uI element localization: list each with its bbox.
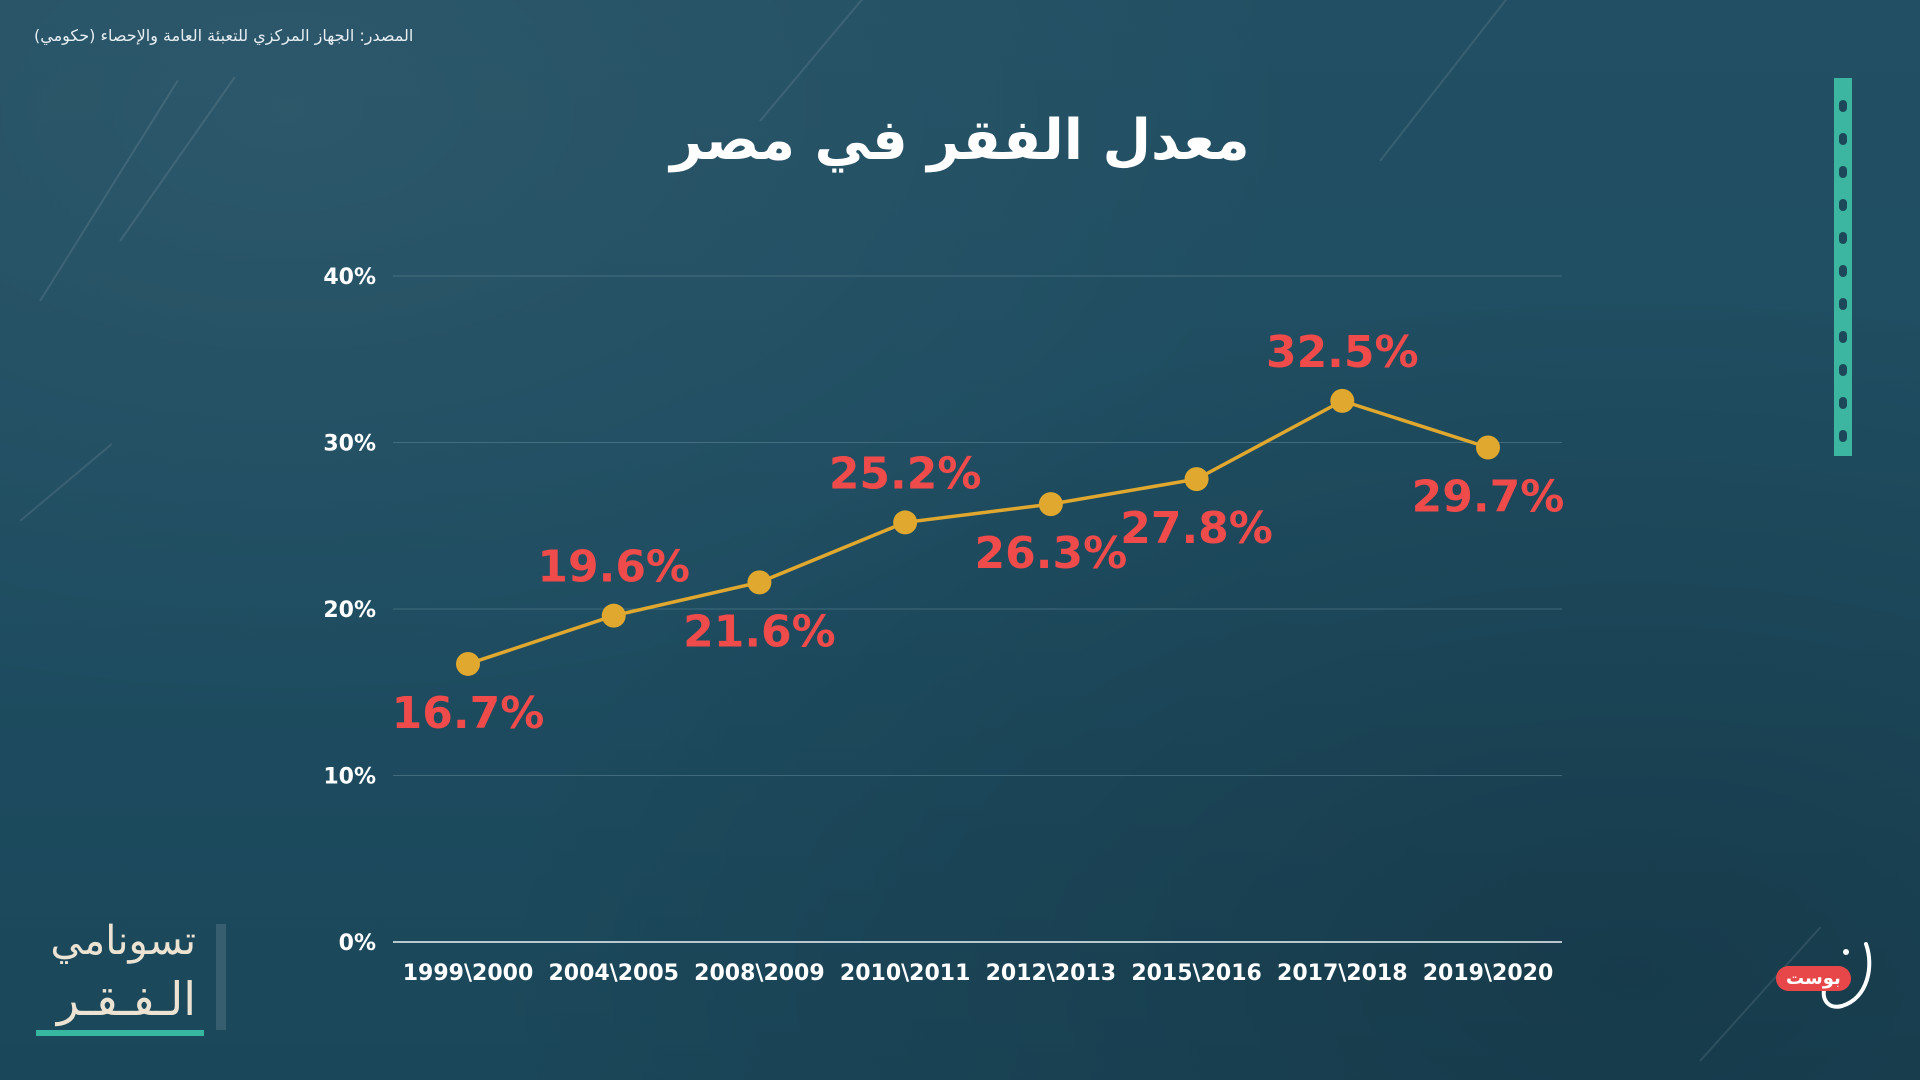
x-tick-label: 2012\2013 <box>986 961 1117 986</box>
data-point <box>1184 467 1209 492</box>
y-tick-label: 20% <box>323 598 376 623</box>
film-hole <box>1839 232 1847 244</box>
film-hole <box>1839 133 1847 145</box>
data-label: 32.5% <box>1266 327 1419 378</box>
x-tick-label: 2010\2011 <box>840 961 971 986</box>
data-point <box>747 570 772 595</box>
data-label: 16.7% <box>392 688 545 739</box>
brand-logo: بوست <box>1776 936 1886 1016</box>
data-point <box>601 603 626 628</box>
x-tick-label: 2008\2009 <box>694 961 825 986</box>
y-tick-label: 10% <box>323 765 376 790</box>
film-strip-decoration <box>1834 78 1852 456</box>
y-tick-label: 30% <box>323 432 376 457</box>
logo-underline <box>36 1030 204 1036</box>
logo-divider <box>216 924 226 1030</box>
data-point <box>1038 492 1063 517</box>
film-hole <box>1839 397 1847 409</box>
data-label: 25.2% <box>829 448 982 499</box>
x-tick-label: 2017\2018 <box>1277 961 1408 986</box>
data-point <box>456 651 480 676</box>
film-hole <box>1839 331 1847 343</box>
data-label: 27.8% <box>1120 503 1273 554</box>
data-point <box>1476 435 1500 460</box>
film-hole <box>1839 199 1847 211</box>
film-hole <box>1839 430 1847 442</box>
brand-curve-icon <box>1821 942 1872 1009</box>
tsunami-logo: تسونامي الـفـقـر <box>36 918 226 1044</box>
chart-title: معدل الفقر في مصر <box>670 108 1250 173</box>
x-tick-label: 2004\2005 <box>548 961 679 986</box>
film-hole <box>1839 298 1847 310</box>
x-tick-label: 2019\2020 <box>1423 961 1554 986</box>
film-hole <box>1839 265 1847 277</box>
data-point <box>1330 388 1355 413</box>
x-tick-label: 2015\2016 <box>1131 961 1262 986</box>
film-hole <box>1839 100 1847 112</box>
logo-line2: الـفـقـر <box>56 972 196 1026</box>
film-hole <box>1839 364 1847 376</box>
data-label: 26.3% <box>975 528 1128 579</box>
y-tick-label: 0% <box>339 931 376 956</box>
x-tick-label: 1999\2000 <box>403 961 534 986</box>
series-line <box>467 398 1489 666</box>
y-tick-label: 40% <box>323 265 376 290</box>
brand-badge: بوست <box>1776 966 1851 991</box>
source-note: المصدر: الجهاز المركزي للتعبئة العامة وا… <box>34 26 414 45</box>
data-label: 29.7% <box>1412 471 1565 522</box>
film-hole <box>1839 166 1847 178</box>
data-label: 19.6% <box>537 542 690 593</box>
data-point <box>893 510 918 535</box>
logo-line1: تسونامي <box>50 918 196 964</box>
data-label: 21.6% <box>683 606 836 657</box>
